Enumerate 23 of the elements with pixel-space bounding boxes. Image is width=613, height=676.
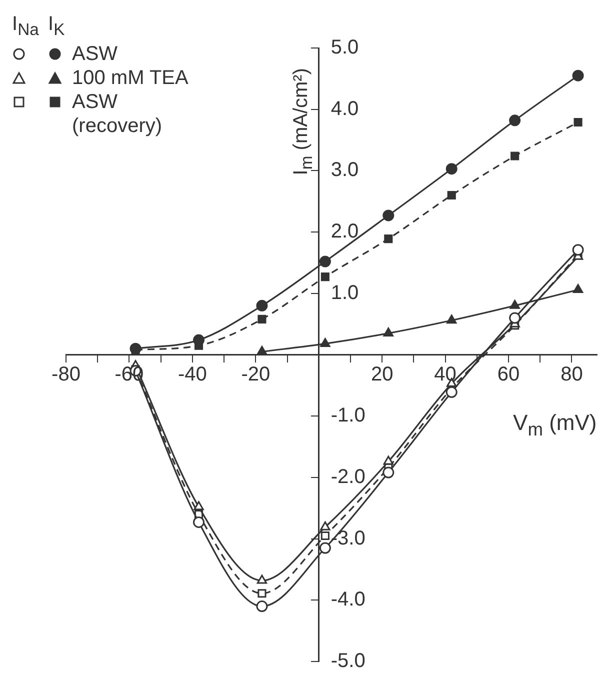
y-tick-label: 1.0 xyxy=(330,282,359,304)
y-tick-label: 2.0 xyxy=(330,220,359,243)
x-tick-label: -20 xyxy=(241,363,270,386)
legend-label: ASW xyxy=(72,42,118,66)
legend-label: ASW (recovery) xyxy=(72,90,164,138)
y-tick-label: 4.0 xyxy=(330,98,359,120)
x-tick-label: -40 xyxy=(178,363,207,386)
y-tick-label: -3.0 xyxy=(330,527,366,550)
x-tick-label: -80 xyxy=(52,363,80,386)
x-tick-label: 60 xyxy=(497,363,520,386)
y-tick-label: 5.0 xyxy=(330,36,359,59)
y-tick-label: -5.0 xyxy=(330,650,366,672)
y-tick-label: -4.0 xyxy=(330,588,366,611)
legend-label: 100 mM TEA xyxy=(72,66,188,90)
y-tick-label: 3.0 xyxy=(330,159,359,182)
x-tick-label: 40 xyxy=(434,363,456,386)
x-tick-label: 80 xyxy=(560,363,583,386)
x-tick-label: 20 xyxy=(370,363,394,386)
y-tick-label: -2.0 xyxy=(330,466,366,488)
x-axis-title: V$_{m}$ (mV) xyxy=(513,410,597,440)
text: I$_{K}$ xyxy=(48,12,66,41)
y-tick-label: -1.0 xyxy=(330,404,366,427)
text: I$_{Na}$ xyxy=(12,12,39,41)
